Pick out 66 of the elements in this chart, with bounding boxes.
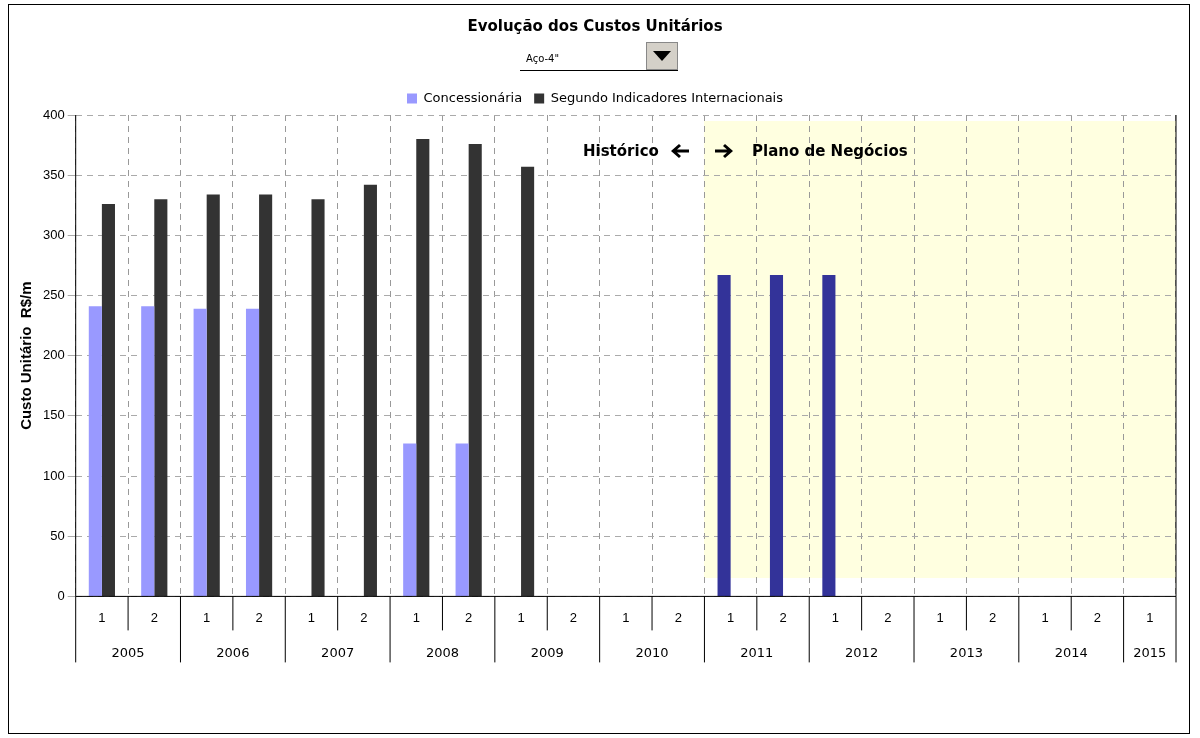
- text: 2009: [530, 644, 564, 660]
- x-tick-label: 1: [936, 609, 944, 625]
- bar: [193, 308, 207, 596]
- x-tick-label: 1: [517, 609, 525, 625]
- y-axis-title: Custo Unitário R$/m: [17, 281, 35, 430]
- bar: [416, 139, 430, 596]
- x-tick-label: 1: [1146, 609, 1154, 625]
- bar: [206, 194, 220, 596]
- x-tick-label: 1: [412, 609, 420, 625]
- text: 2008: [425, 644, 460, 660]
- text: 2015: [1133, 644, 1167, 660]
- text: 2014: [1054, 644, 1088, 660]
- y-tick-label: 150: [42, 407, 65, 423]
- y-tick-label: 100: [42, 467, 65, 483]
- text: 2005: [111, 644, 145, 660]
- y-tick-label: 350: [42, 166, 65, 182]
- bar: [311, 199, 325, 596]
- x-tick-label: 1: [203, 609, 211, 625]
- x-tick-label: 2: [989, 609, 997, 625]
- x-tick-label: 1: [98, 609, 106, 625]
- x-tick-label: 1: [1041, 609, 1049, 625]
- y-tick-label: 400: [42, 106, 65, 122]
- legend-label: Concessionária: [423, 89, 523, 105]
- x-tick-label: 2: [569, 609, 578, 625]
- bar: [141, 306, 155, 596]
- legend-label: Segundo Indicadores Internacionais: [550, 89, 784, 105]
- text: 2011: [740, 644, 774, 660]
- x-tick-label: 2: [255, 609, 263, 625]
- bar: [88, 306, 102, 596]
- chart-subtitle: Aço-4": [526, 53, 560, 64]
- bar: [154, 199, 168, 596]
- x-tick-label: 2: [779, 609, 787, 625]
- y-tick-label: 200: [42, 347, 65, 363]
- bar: [822, 275, 836, 596]
- bar: [521, 166, 535, 596]
- annotation: Histórico: [583, 142, 659, 160]
- x-tick-label: 2: [884, 609, 892, 625]
- annotation: Plano de Negócios: [752, 142, 908, 160]
- bar: [259, 194, 273, 596]
- bar: [455, 443, 469, 596]
- x-tick-label: 2: [150, 609, 158, 625]
- x-tick-label: 1: [727, 609, 735, 625]
- y-tick-label: 0: [57, 587, 65, 603]
- x-tick-label: 2: [360, 609, 368, 625]
- y-tick-label: 300: [42, 226, 65, 242]
- x-tick-label: 2: [1093, 609, 1102, 625]
- bar: [403, 443, 417, 596]
- x-tick-label: 2: [674, 609, 682, 625]
- y-tick-label: 250: [42, 287, 65, 303]
- bar: [101, 204, 115, 596]
- x-tick-label: 1: [831, 609, 840, 625]
- bar: [468, 143, 482, 596]
- x-tick-label: 1: [307, 609, 316, 625]
- bar: [245, 308, 260, 596]
- bar: [363, 184, 377, 596]
- bar: [717, 275, 731, 596]
- text: 2013: [949, 644, 983, 660]
- text: 2006: [216, 644, 250, 660]
- text: 2007: [321, 644, 355, 660]
- x-tick-label: 2: [465, 609, 473, 625]
- bar: [769, 275, 784, 596]
- text: 2010: [635, 644, 669, 660]
- text: 2012: [845, 644, 879, 660]
- chart-title: Evolução dos Custos Unitários: [467, 16, 723, 35]
- y-tick-label: 50: [50, 527, 65, 543]
- x-tick-label: 1: [622, 609, 630, 625]
